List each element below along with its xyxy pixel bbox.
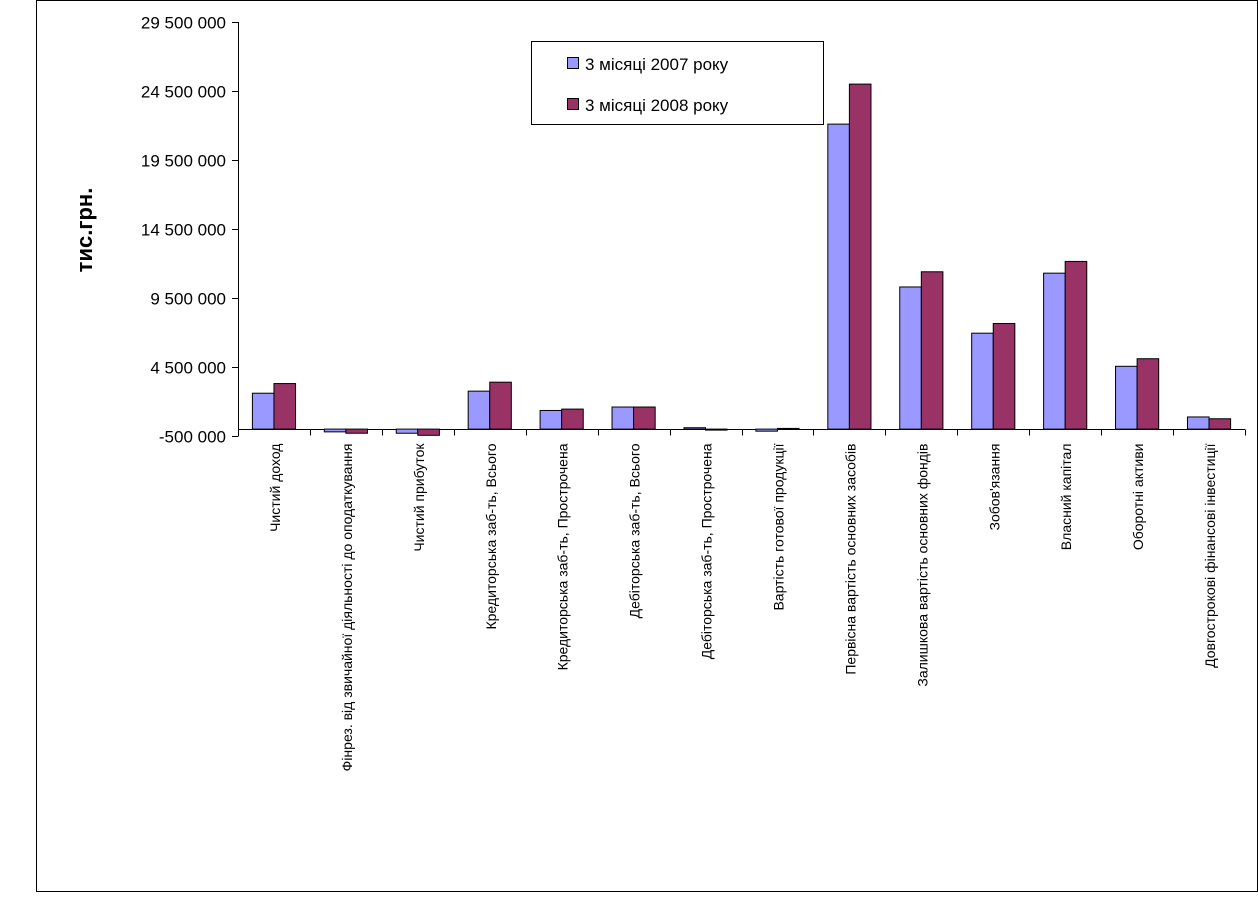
bar-2007: [1186, 416, 1210, 430]
bar-2008: [489, 381, 512, 430]
bar-2007: [971, 332, 994, 430]
y-tick-label: 14 500 000: [141, 221, 226, 240]
legend: 3 місяці 2007 року 3 місяці 2008 року: [531, 41, 824, 125]
x-tick-label: Чистий прибуток: [411, 443, 427, 552]
x-tick-label: Залишкова вартість основних фондів: [914, 444, 930, 687]
x-tick-label: Власний капітал: [1058, 444, 1074, 551]
bar-2007: [755, 428, 778, 432]
y-tick-label: 9 500 000: [150, 290, 226, 309]
bar-2008: [848, 83, 872, 430]
bar-2007: [323, 428, 347, 433]
x-tick-label: Фінрез. від звичайної діяльності до опод…: [339, 443, 355, 771]
bar-2008: [1064, 260, 1088, 430]
bar-2007: [1043, 272, 1066, 430]
x-tick-label: Дебіторська заб-ть, Всього: [627, 443, 643, 618]
y-tick-label: 4 500 000: [150, 359, 226, 378]
legend-label-2007: 3 місяці 2007 року: [585, 55, 729, 74]
bar-2007: [611, 406, 635, 430]
y-tick-label: 19 500 000: [141, 152, 226, 171]
bar-2008: [920, 271, 944, 430]
legend-swatch-2008: [567, 98, 579, 110]
legend-label-2008: 3 місяці 2008 року: [585, 96, 729, 115]
bar-2007: [899, 286, 922, 430]
x-tick-label: Зобов'язання: [986, 444, 1002, 531]
bar-2007: [251, 392, 275, 430]
bar-2007: [539, 409, 563, 430]
bar-2007: [1115, 365, 1138, 430]
bar-2008: [992, 323, 1016, 430]
x-tick-label: Чистий доход: [267, 444, 283, 532]
y-tick-label: 29 500 000: [141, 14, 226, 33]
legend-swatch-2007: [567, 57, 579, 69]
bar-2007: [683, 427, 707, 430]
x-tick-label: Кредиторська заб-ть, Всього: [483, 443, 499, 629]
chart-border: [36, 0, 1258, 892]
x-tick-label: Вартість готової продукції: [770, 443, 786, 610]
bar-2008: [1208, 418, 1232, 430]
x-tick-label: Дебіторська заб-ть, Прострочена: [699, 443, 715, 659]
bar-2008: [776, 427, 800, 430]
legend-box: [531, 41, 824, 125]
bar-2008: [417, 428, 440, 436]
x-tick-label: Кредиторська заб-ть, Прострочена: [555, 443, 571, 670]
bar-2007: [467, 390, 491, 430]
bar-2008: [705, 428, 728, 431]
y-tick-label: 24 500 000: [141, 83, 226, 102]
y-axis-title: тис.грн.: [72, 188, 97, 273]
y-tick-label: -500 000: [159, 428, 226, 447]
x-tick-label: Первісна вартість основних засобів: [842, 443, 858, 674]
bar-2007: [395, 428, 419, 434]
bar-2007: [827, 123, 850, 430]
bar-2008: [345, 428, 368, 434]
bar-2008: [633, 406, 656, 430]
bar-2008: [561, 408, 584, 430]
bar-2008: [1136, 358, 1160, 430]
bar-2008: [273, 383, 297, 430]
x-tick-label: Оборотні активи: [1130, 444, 1146, 551]
x-tick-label: Довгострокові фінансові інвестиції: [1202, 443, 1218, 667]
